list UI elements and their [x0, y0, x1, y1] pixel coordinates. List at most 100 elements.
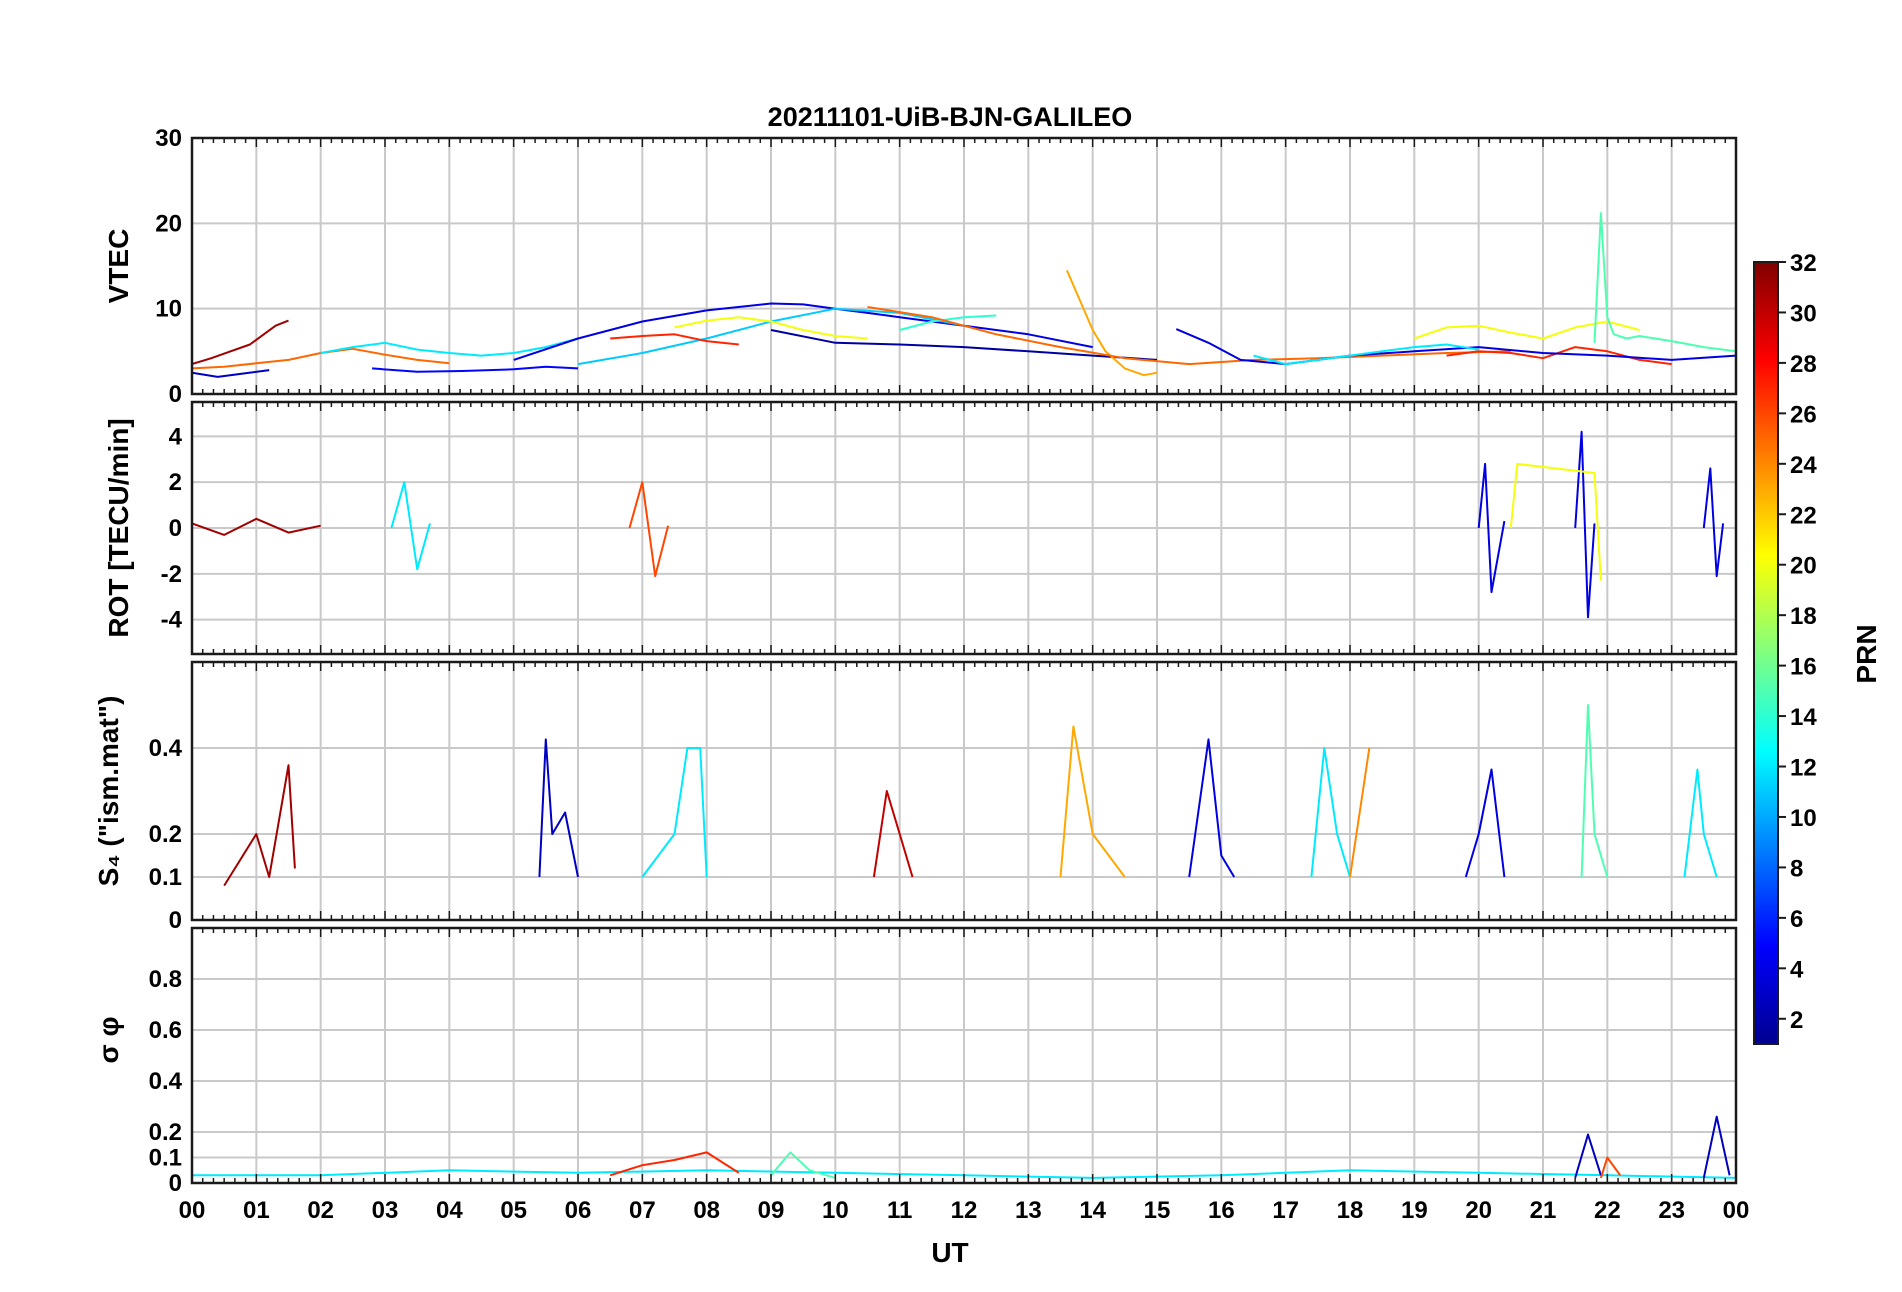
y-tick-label: 2 — [169, 469, 182, 496]
series-line-prn-12 — [320, 337, 579, 357]
colorbar-tick-label: 6 — [1790, 906, 1803, 933]
series-line-prn-4 — [1477, 462, 1506, 594]
colorbar-tick-label: 18 — [1790, 603, 1817, 630]
trace-group — [192, 430, 1725, 619]
x-tick-label: 01 — [243, 1197, 270, 1224]
x-tick-label: 21 — [1530, 1197, 1557, 1224]
series-line-prn-20 — [1509, 462, 1602, 581]
colorbar-tick-label: 8 — [1790, 855, 1803, 882]
series-line-prn-12 — [641, 747, 708, 878]
x-tick-label: 00 — [179, 1197, 206, 1224]
colorbar-tick-label: 10 — [1790, 805, 1817, 832]
x-tick-label: 07 — [629, 1197, 656, 1224]
series-line-prn-4 — [1702, 467, 1725, 578]
colorbar-label: PRN — [1851, 624, 1882, 683]
y-tick-label: 0.4 — [149, 1068, 183, 1095]
panel-frame — [190, 136, 1738, 396]
colorbar-tick-label: 12 — [1790, 755, 1817, 782]
y-tick-label: 20 — [155, 210, 182, 237]
series-line-prn-3 — [1574, 1133, 1602, 1179]
y-tick-label: -2 — [161, 561, 182, 588]
x-tick-label: 11 — [887, 1197, 912, 1224]
x-tick-label: 12 — [951, 1197, 978, 1224]
s4-axis-label: S₄ ("ism.mat") — [93, 696, 124, 887]
y-tick-label: 0.6 — [149, 1017, 182, 1044]
chart-title: 20211101-UiB-BJN-GALILEO — [768, 102, 1133, 132]
series-line-prn-26 — [1599, 1156, 1622, 1179]
series-line-prn-2 — [770, 329, 1158, 361]
y-tick-label: 0 — [169, 907, 182, 934]
series-line-prn-12 — [390, 481, 431, 571]
series-line-prn-3 — [1702, 1115, 1731, 1179]
x-tick-label: 16 — [1208, 1197, 1235, 1224]
series-line-prn-4 — [1464, 768, 1506, 878]
series-line-prn-27 — [609, 1151, 740, 1177]
series-line-prn-4 — [1188, 738, 1236, 878]
s4-panel: 0 0.1 0.2 0.4 S₄ ("ism.mat") — [93, 660, 1738, 934]
panel-frame — [190, 926, 1738, 1185]
colorbar-gradient — [1753, 261, 1779, 1045]
series-line-prn-3 — [192, 369, 270, 378]
series-line-prn-12 — [1253, 343, 1479, 366]
x-tick-label: 17 — [1272, 1197, 1299, 1224]
series-line-prn-27 — [1446, 346, 1672, 366]
colorbar-tick-label: 24 — [1790, 452, 1817, 479]
colorbar-tick-label: 30 — [1790, 300, 1817, 327]
colorbar-tick-label: 20 — [1790, 553, 1817, 580]
x-tick-label: 15 — [1144, 1197, 1171, 1224]
x-axis: 00 01 02 03 04 05 06 07 08 09 10 11 12 13 14 15 16 17 18 19… — [179, 1197, 1750, 1224]
series-line-prn-26 — [628, 481, 670, 578]
series-line-prn-3 — [538, 738, 579, 878]
vtec-panel: 0 10 20 30 VTEC — [103, 125, 1738, 408]
y-tick-label: 30 — [155, 125, 182, 152]
y-tick-label: 0.4 — [149, 735, 183, 762]
series-line-prn-31 — [223, 764, 296, 887]
sigma-phi-panel: 00.10.2 0.4 0.6 0.8 σ φ — [93, 926, 1738, 1197]
rot-axis-label: ROT [TECU/min] — [103, 418, 134, 637]
x-tick-label: 00 — [1723, 1197, 1750, 1224]
series-line-prn-31 — [192, 319, 289, 366]
series-line-prn-31 — [192, 517, 321, 536]
colorbar-tick-label: 26 — [1790, 401, 1817, 428]
x-tick-label: 08 — [693, 1197, 720, 1224]
series-line-prn-25 — [867, 306, 1511, 366]
series-line-prn-4 — [1574, 430, 1596, 619]
y-tick-label: 0 — [169, 515, 182, 542]
colorbar-tick-label: 22 — [1790, 502, 1817, 529]
trace-group — [223, 704, 1718, 887]
x-tick-label: 06 — [565, 1197, 592, 1224]
series-line-prn-14 — [899, 314, 997, 331]
x-tick-label: 13 — [1015, 1197, 1042, 1224]
y-tick-label: 0 — [169, 381, 182, 408]
y-tick-label: 4 — [169, 423, 183, 450]
y-tick-label: -4 — [161, 607, 183, 634]
series-line-prn-15 — [1593, 212, 1736, 353]
y-tick-label: 0.2 — [149, 1119, 182, 1146]
x-tick-label: 20 — [1465, 1197, 1492, 1224]
x-tick-label: 23 — [1658, 1197, 1685, 1224]
series-line-prn-4 — [1175, 328, 1736, 366]
series-line-prn-20 — [1413, 320, 1640, 340]
colorbar-tick-label: 14 — [1790, 704, 1817, 731]
y-tick-label: 0 — [169, 1170, 182, 1197]
x-tick-label: 02 — [307, 1197, 334, 1224]
x-tick-label: 22 — [1594, 1197, 1621, 1224]
rot-panel: -4 -2 0 2 4 ROT [TECU/min] — [103, 400, 1738, 656]
x-tick-label: 18 — [1337, 1197, 1364, 1224]
series-line-prn-23 — [1059, 725, 1126, 878]
series-line-prn-15 — [1580, 704, 1609, 878]
colorbar-tick-label: 28 — [1790, 351, 1817, 378]
series-line-prn-4 — [513, 302, 1093, 361]
x-tick-label: 09 — [758, 1197, 785, 1224]
x-tick-label: 10 — [822, 1197, 849, 1224]
series-line-prn-5 — [372, 365, 579, 373]
vtec-axis-label: VTEC — [103, 229, 134, 304]
series-line-prn-15 — [770, 1151, 836, 1179]
series-line-prn-12 — [1310, 747, 1351, 878]
panel-frame — [190, 400, 1738, 656]
colorbar-tick-label: 32 — [1790, 250, 1817, 277]
series-line-prn-20 — [674, 316, 868, 340]
